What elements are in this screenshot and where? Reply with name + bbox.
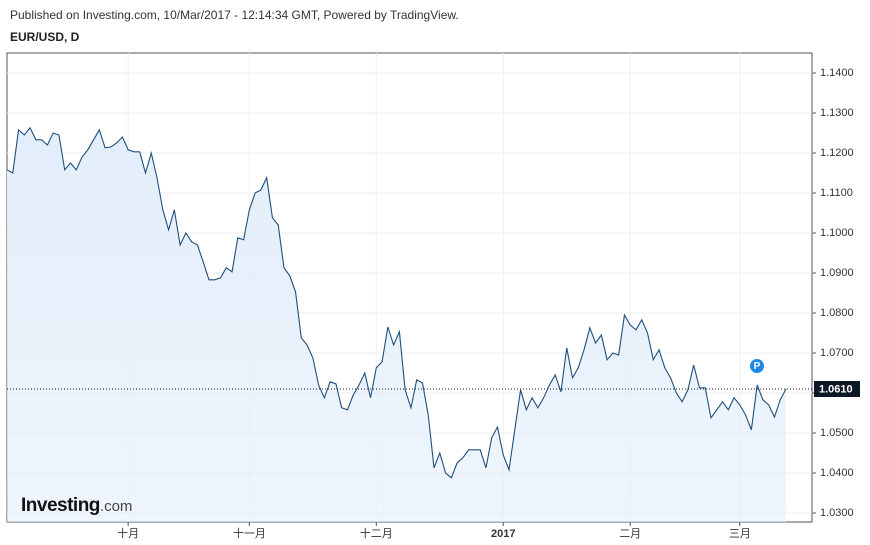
y-tick-label: 1.1000 <box>820 227 854 239</box>
y-tick-label: 1.1200 <box>820 147 854 159</box>
y-tick-label: 1.0500 <box>820 427 854 439</box>
area-fill <box>7 127 786 523</box>
x-tick-label: 十二月 <box>360 526 393 540</box>
current-price-box <box>814 381 860 397</box>
x-tick-label: 2017 <box>491 528 515 540</box>
x-tick-label: 十一月 <box>233 526 266 540</box>
y-tick-label: 1.1400 <box>820 67 854 79</box>
p-marker <box>750 359 764 373</box>
y-tick-label: 1.1100 <box>820 187 853 199</box>
x-tick-label: 三月 <box>729 528 751 540</box>
y-tick-label: 1.1300 <box>820 107 854 119</box>
y-tick-label: 1.0400 <box>820 467 854 479</box>
price-line <box>6 126 787 479</box>
logo-brand: Investing <box>21 495 100 516</box>
symbol-title: EUR/USD, D <box>10 30 80 44</box>
y-tick-label: 1.0800 <box>820 307 854 319</box>
y-tick-label: 1.0300 <box>820 507 854 519</box>
x-tick-label: 十月 <box>117 526 139 540</box>
published-note: Published on Investing.com, 10/Mar/2017 … <box>10 8 459 22</box>
x-tick-label: 二月 <box>619 528 641 540</box>
current-price-label: 1.0610 <box>819 383 853 395</box>
y-tick-label: 1.0900 <box>820 267 854 279</box>
logo-suffix: .com <box>100 498 133 515</box>
p-marker-label: P <box>754 361 761 372</box>
y-tick-label: 1.0700 <box>820 347 854 359</box>
